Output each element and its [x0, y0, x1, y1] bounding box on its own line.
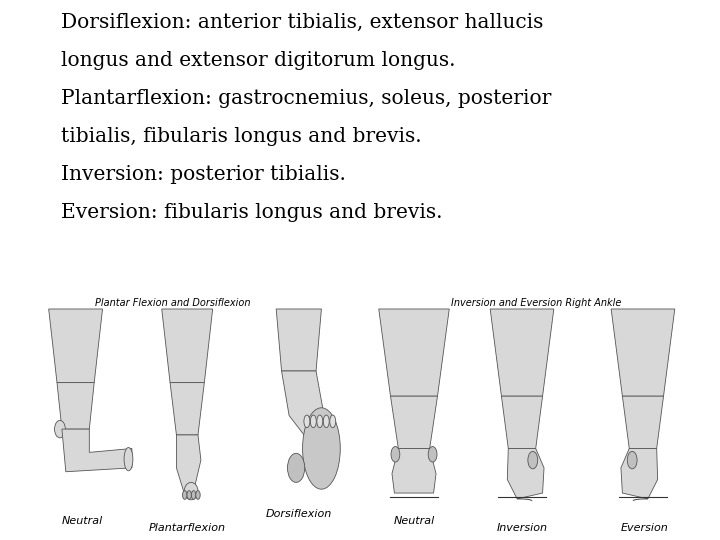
Polygon shape [621, 449, 657, 499]
Ellipse shape [428, 447, 437, 462]
Ellipse shape [192, 491, 196, 500]
Ellipse shape [187, 491, 192, 500]
Ellipse shape [184, 482, 198, 500]
Text: Inversion and Eversion Right Ankle: Inversion and Eversion Right Ankle [451, 298, 621, 308]
Polygon shape [57, 383, 94, 429]
Ellipse shape [183, 491, 187, 500]
Ellipse shape [528, 451, 538, 469]
Text: Neutral: Neutral [393, 516, 435, 526]
Text: Plantar Flexion and Dorsiflexion: Plantar Flexion and Dorsiflexion [95, 298, 251, 308]
Polygon shape [508, 449, 544, 499]
Text: Inversion: posterior tibialis.: Inversion: posterior tibialis. [61, 165, 346, 184]
Text: Plantarflexion: Plantarflexion [149, 523, 225, 532]
Polygon shape [611, 309, 675, 396]
Polygon shape [62, 429, 132, 472]
Polygon shape [379, 309, 449, 396]
Ellipse shape [196, 491, 200, 500]
Polygon shape [501, 396, 543, 449]
Ellipse shape [323, 415, 329, 428]
Ellipse shape [330, 415, 336, 428]
Text: tibialis, fibularis longus and brevis.: tibialis, fibularis longus and brevis. [61, 127, 422, 146]
Ellipse shape [317, 415, 323, 428]
Polygon shape [176, 435, 201, 495]
Polygon shape [170, 383, 204, 435]
Polygon shape [162, 309, 212, 383]
Text: Neutral: Neutral [62, 516, 104, 526]
Text: Inversion: Inversion [497, 523, 547, 532]
Ellipse shape [310, 415, 316, 428]
Ellipse shape [55, 421, 66, 438]
Text: Eversion: fibularis longus and brevis.: Eversion: fibularis longus and brevis. [61, 202, 443, 221]
Ellipse shape [124, 448, 133, 471]
Text: longus and extensor digitorum longus.: longus and extensor digitorum longus. [61, 51, 456, 70]
Ellipse shape [304, 415, 310, 428]
Polygon shape [390, 396, 438, 449]
Text: Dorsiflexion: anterior tibialis, extensor hallucis: Dorsiflexion: anterior tibialis, extenso… [61, 13, 544, 32]
Text: Eversion: Eversion [621, 523, 668, 532]
Polygon shape [392, 449, 436, 493]
Text: Plantarflexion: gastrocnemius, soleus, posterior: Plantarflexion: gastrocnemius, soleus, p… [61, 89, 552, 108]
Text: Dorsiflexion: Dorsiflexion [266, 509, 332, 519]
Polygon shape [49, 309, 102, 383]
Polygon shape [622, 396, 664, 449]
Ellipse shape [287, 454, 305, 482]
Ellipse shape [391, 447, 400, 462]
Polygon shape [282, 371, 328, 441]
Ellipse shape [302, 408, 341, 489]
Polygon shape [490, 309, 554, 396]
Ellipse shape [627, 451, 637, 469]
Polygon shape [276, 309, 321, 371]
